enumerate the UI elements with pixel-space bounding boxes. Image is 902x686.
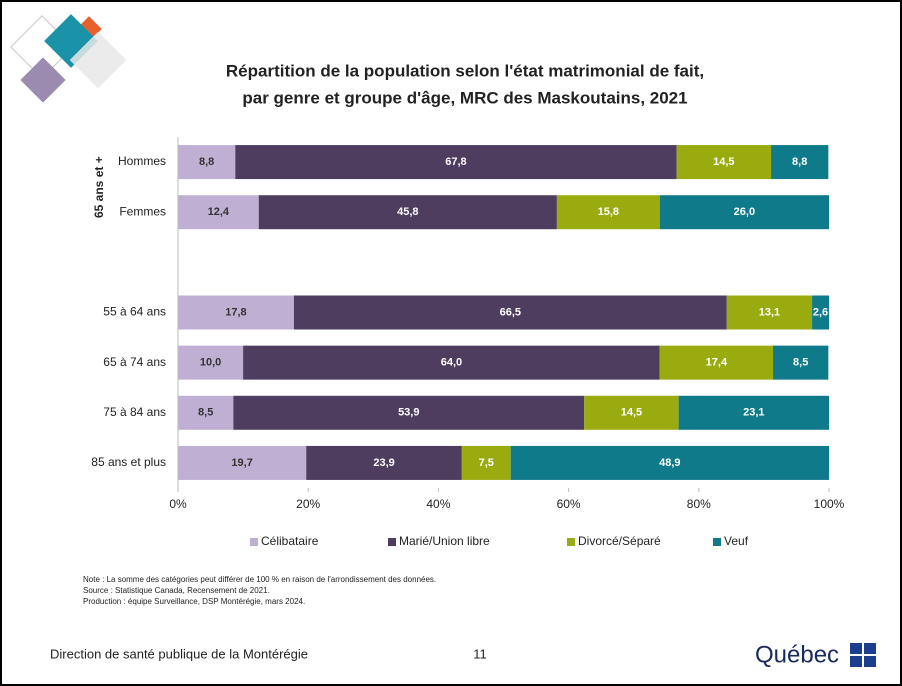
x-tick-label: 0% [169, 497, 187, 511]
value-label: 13,1 [759, 306, 780, 318]
bar-segment [178, 445, 307, 480]
value-label: 17,8 [225, 306, 246, 318]
logo-text: Québec [755, 641, 839, 668]
footer-organization: Direction de santé publique de la Montér… [50, 646, 308, 661]
value-label: 23,9 [373, 457, 394, 469]
value-label: 17,4 [706, 357, 728, 369]
note: Production : équipe Surveillance, DSP Mo… [83, 597, 305, 606]
bar-segment [676, 145, 772, 180]
value-label: 14,5 [713, 156, 734, 168]
bar-segment [178, 195, 259, 230]
value-label: 2,6 [813, 306, 828, 318]
logo-flag [850, 643, 876, 667]
page-number: 11 [473, 646, 487, 661]
bar-segment [659, 195, 829, 230]
diamond [69, 31, 127, 89]
bar-segment [178, 145, 236, 180]
chart-title: par genre et groupe d'âge, MRC des Masko… [242, 88, 687, 107]
value-label: 48,9 [659, 457, 680, 469]
note: Source : Statistique Canada, Recensement… [83, 586, 270, 595]
bar-segment [461, 445, 511, 480]
note: Note : La somme des catégories peut diff… [83, 575, 436, 584]
legend-label: Divorcé/Séparé [578, 534, 661, 548]
value-label: 8,5 [793, 357, 808, 369]
bar-segment [178, 345, 244, 380]
x-tick-label: 20% [296, 497, 320, 511]
value-label: 66,5 [500, 306, 521, 318]
x-tick-label: 60% [557, 497, 581, 511]
legend-label: Célibataire [261, 534, 319, 548]
diamond [20, 57, 66, 103]
y-tick-label: Hommes [118, 154, 166, 168]
bar-segment [293, 295, 727, 330]
x-tick-label: 100% [814, 497, 845, 511]
y-tick-label: 65 à 74 ans [103, 355, 166, 369]
bar-segment [178, 395, 234, 430]
y-tick-label: 75 à 84 ans [103, 405, 166, 419]
value-label: 8,8 [199, 156, 214, 168]
bar-segment [243, 345, 660, 380]
bar-segment [659, 345, 774, 380]
y-tick-label: Femmes [119, 204, 166, 218]
legend-marker [250, 538, 258, 546]
bar-segment [812, 295, 829, 330]
legend-marker [567, 538, 575, 546]
bar-segment [773, 345, 829, 380]
group-label: 65 ans et + [92, 156, 106, 218]
value-label: 7,5 [479, 457, 494, 469]
x-tick-label: 40% [426, 497, 450, 511]
bar-segment [556, 195, 660, 230]
legend-marker [713, 538, 721, 546]
value-label: 8,8 [792, 156, 807, 168]
value-label: 64,0 [441, 357, 462, 369]
bar-segment [306, 445, 462, 480]
bar-segment [510, 445, 829, 480]
x-tick-label: 80% [687, 497, 711, 511]
bar-segment [678, 395, 829, 430]
value-label: 19,7 [231, 457, 252, 469]
value-label: 45,8 [397, 206, 418, 218]
value-label: 8,5 [198, 407, 213, 419]
value-label: 12,4 [208, 206, 230, 218]
value-label: 26,0 [734, 206, 755, 218]
value-label: 10,0 [200, 357, 221, 369]
legend-marker [388, 538, 396, 546]
y-tick-label: 85 ans et plus [91, 455, 166, 469]
y-tick-label: 55 à 64 ans [103, 305, 166, 319]
legend-label: Marié/Union libre [399, 534, 490, 548]
value-label: 23,1 [743, 407, 764, 419]
bar-segment [233, 395, 585, 430]
bar-segment [178, 295, 294, 330]
chart-title: Répartition de la population selon l'éta… [226, 61, 704, 80]
bar-segment [726, 295, 813, 330]
value-label: 53,9 [398, 407, 419, 419]
value-label: 67,8 [445, 156, 466, 168]
legend-label: Veuf [724, 534, 749, 548]
bar-segment [258, 195, 557, 230]
value-label: 14,5 [621, 407, 642, 419]
bar-segment [771, 145, 829, 180]
value-label: 15,8 [598, 206, 619, 218]
bar-segment [235, 145, 677, 180]
bar-segment [584, 395, 679, 430]
decoration [10, 14, 127, 103]
